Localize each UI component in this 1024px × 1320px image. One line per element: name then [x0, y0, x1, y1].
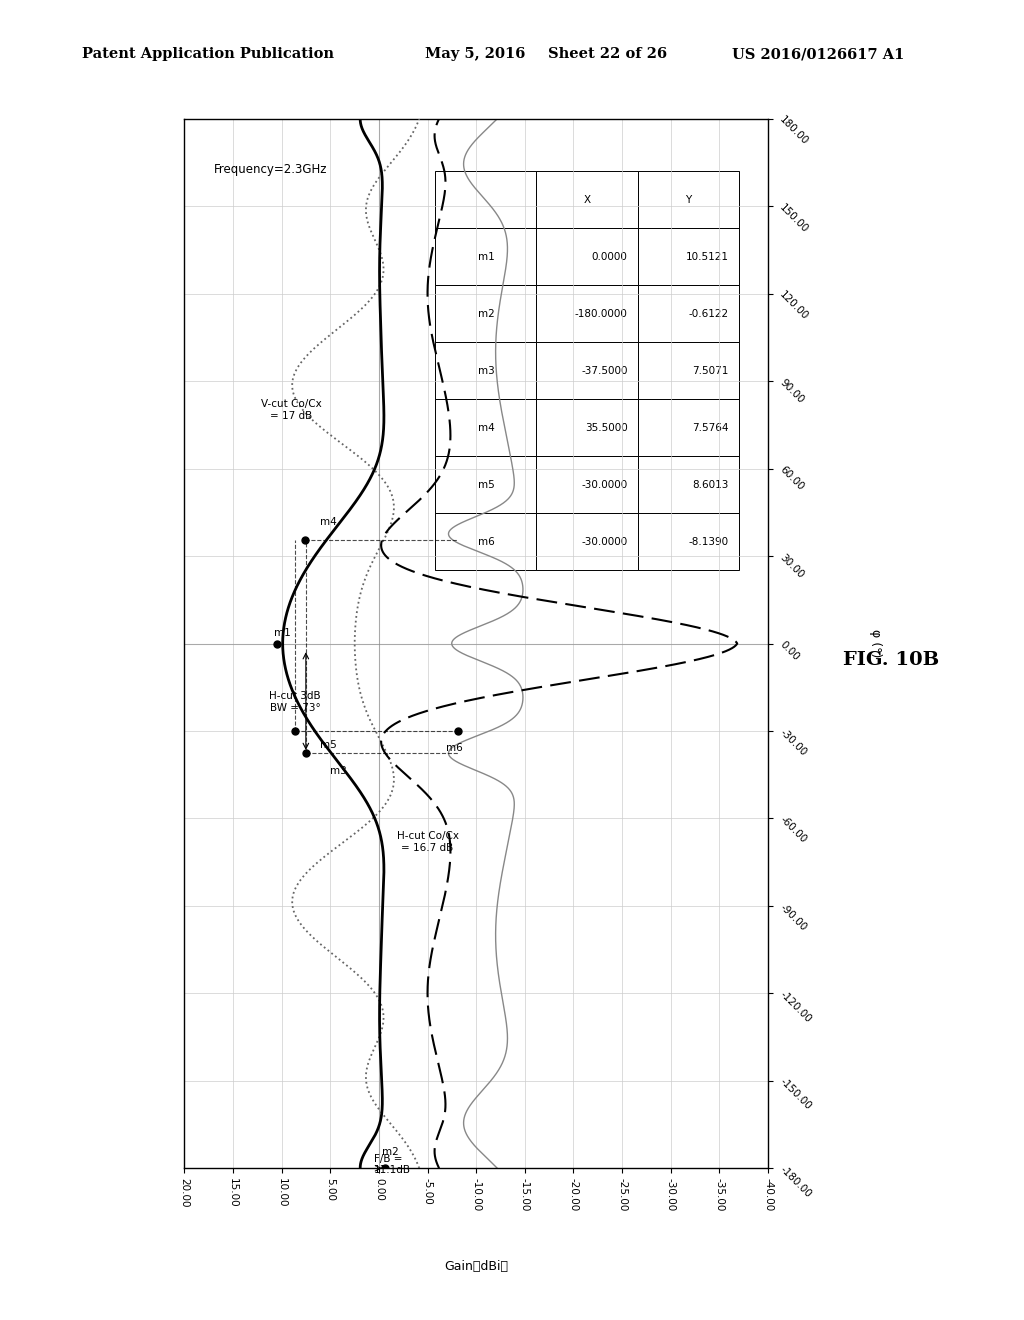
Text: H-cut Co/Cx
= 16.7 dB: H-cut Co/Cx = 16.7 dB	[396, 830, 459, 853]
Text: FIG. 10B: FIG. 10B	[843, 651, 939, 669]
Text: m5: m5	[319, 739, 336, 750]
Text: Frequency=2.3GHz: Frequency=2.3GHz	[213, 162, 327, 176]
Text: m4: m4	[319, 517, 337, 527]
Text: Patent Application Publication: Patent Application Publication	[82, 48, 334, 61]
Text: Sheet 22 of 26: Sheet 22 of 26	[548, 48, 667, 61]
Text: F/B =
11.1dB: F/B = 11.1dB	[374, 1154, 411, 1175]
Y-axis label: φ (°): φ (°)	[869, 630, 883, 657]
Text: May 5, 2016: May 5, 2016	[425, 48, 525, 61]
Text: V-cut Co/Cx
= 17 dB: V-cut Co/Cx = 17 dB	[261, 400, 322, 421]
Text: H-cut 3dB
BW = 73°: H-cut 3dB BW = 73°	[269, 690, 321, 713]
Text: m6: m6	[446, 743, 463, 752]
Text: m1: m1	[273, 628, 291, 638]
Text: US 2016/0126617 A1: US 2016/0126617 A1	[732, 48, 904, 61]
Text: m3: m3	[330, 766, 347, 776]
X-axis label: Gain（dBi）: Gain（dBi）	[444, 1259, 508, 1272]
Text: m2: m2	[382, 1147, 398, 1156]
